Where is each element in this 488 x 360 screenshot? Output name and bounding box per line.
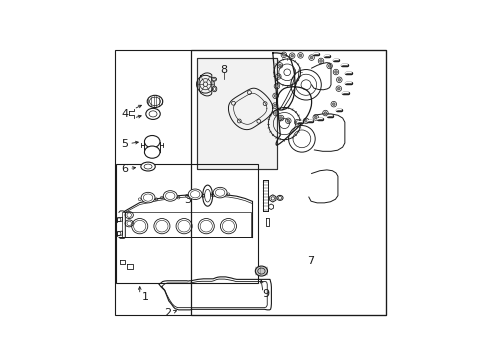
Circle shape xyxy=(279,117,282,120)
Circle shape xyxy=(337,87,340,90)
Circle shape xyxy=(337,78,340,81)
Ellipse shape xyxy=(145,108,160,120)
Ellipse shape xyxy=(213,87,215,90)
Ellipse shape xyxy=(257,268,264,274)
Circle shape xyxy=(309,56,312,59)
Circle shape xyxy=(319,59,322,62)
Circle shape xyxy=(278,64,281,67)
Circle shape xyxy=(275,85,278,87)
Circle shape xyxy=(274,112,277,114)
Polygon shape xyxy=(196,58,276,169)
Circle shape xyxy=(334,71,337,73)
Circle shape xyxy=(273,104,276,107)
Circle shape xyxy=(304,120,307,122)
Circle shape xyxy=(274,94,276,97)
Ellipse shape xyxy=(141,192,155,203)
Ellipse shape xyxy=(147,95,163,108)
Text: 5: 5 xyxy=(121,139,128,149)
Ellipse shape xyxy=(213,187,226,198)
Ellipse shape xyxy=(212,78,215,80)
Text: 8: 8 xyxy=(220,64,227,75)
Ellipse shape xyxy=(144,146,160,158)
Ellipse shape xyxy=(212,86,216,92)
Text: 3: 3 xyxy=(183,195,191,205)
Circle shape xyxy=(324,112,326,114)
Ellipse shape xyxy=(163,191,177,201)
Ellipse shape xyxy=(202,185,212,206)
Circle shape xyxy=(282,53,285,56)
Circle shape xyxy=(290,54,293,57)
Circle shape xyxy=(332,103,334,105)
Text: 9: 9 xyxy=(262,289,269,299)
Circle shape xyxy=(295,121,298,123)
Ellipse shape xyxy=(141,162,155,171)
Circle shape xyxy=(314,116,317,119)
Ellipse shape xyxy=(255,266,267,276)
Ellipse shape xyxy=(149,111,157,117)
Ellipse shape xyxy=(144,164,152,169)
Text: 7: 7 xyxy=(306,256,313,266)
Circle shape xyxy=(286,120,289,122)
Text: 6: 6 xyxy=(121,164,128,174)
Circle shape xyxy=(276,75,279,78)
Ellipse shape xyxy=(188,189,202,199)
Circle shape xyxy=(327,64,330,67)
Text: 2: 2 xyxy=(164,308,171,318)
Text: 1: 1 xyxy=(142,292,148,302)
Ellipse shape xyxy=(211,77,216,81)
Text: 4: 4 xyxy=(121,109,128,119)
Ellipse shape xyxy=(204,189,210,202)
Ellipse shape xyxy=(144,135,160,148)
Circle shape xyxy=(299,54,301,57)
